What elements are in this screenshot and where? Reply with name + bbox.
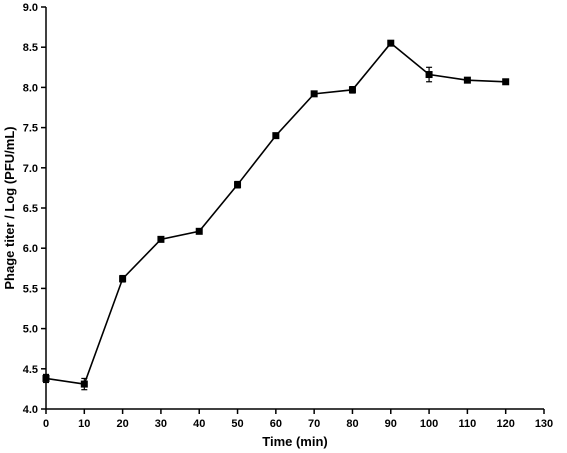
y-axis-title: Phage titer / Log (PFU/mL)	[2, 126, 17, 289]
y-tick-label: 6.5	[23, 203, 38, 215]
data-point	[272, 132, 280, 140]
x-axis: 0 10 20 30 40 50 60 70 80 90 100 110 120 130	[43, 408, 553, 430]
x-tick-label: 130	[535, 418, 553, 430]
data-point	[195, 227, 203, 235]
x-tick-label: 30	[155, 418, 167, 430]
data-point	[310, 90, 318, 98]
y-tick-label: 7.5	[23, 123, 38, 135]
x-axis-title: Time (min)	[262, 434, 328, 449]
x-tick-label: 70	[308, 418, 320, 430]
y-tick-label: 5.0	[23, 324, 38, 336]
x-tick-label: 100	[420, 418, 438, 430]
x-tick-label: 60	[270, 418, 282, 430]
x-tick-label: 120	[497, 418, 515, 430]
data-point	[463, 76, 471, 84]
data-point	[42, 374, 50, 382]
x-tick-label: 50	[231, 418, 243, 430]
y-tick-label: 4.0	[23, 404, 38, 416]
x-tick-label: 90	[385, 418, 397, 430]
y-tick-label: 8.0	[23, 82, 38, 94]
y-tick-label: 6.0	[23, 243, 38, 255]
x-tick-label: 80	[346, 418, 358, 430]
data-point	[80, 380, 88, 388]
x-tick-label: 20	[116, 418, 128, 430]
y-tick-label: 7.0	[23, 163, 38, 175]
data-point	[234, 181, 242, 189]
x-tick-label: 0	[43, 418, 49, 430]
y-axis: 4.0 4.5 5.0 5.5 6.0 6.5 7.0 7.5 8.0 8.5 9.0	[23, 2, 47, 416]
y-tick-label: 8.5	[23, 42, 38, 54]
series-line	[45, 42, 506, 385]
x-tick-label: 110	[459, 418, 477, 430]
data-point	[425, 71, 433, 79]
plot-area	[42, 39, 510, 391]
y-tick-label: 9.0	[23, 2, 38, 14]
x-tick-label: 40	[193, 418, 205, 430]
y-tick-label: 5.5	[23, 283, 38, 295]
data-point	[119, 275, 127, 283]
data-point	[502, 78, 510, 86]
data-point	[348, 86, 356, 94]
data-point	[387, 39, 395, 47]
y-tick-label: 4.5	[23, 364, 38, 376]
x-tick-label: 10	[78, 418, 90, 430]
data-point	[157, 235, 165, 243]
